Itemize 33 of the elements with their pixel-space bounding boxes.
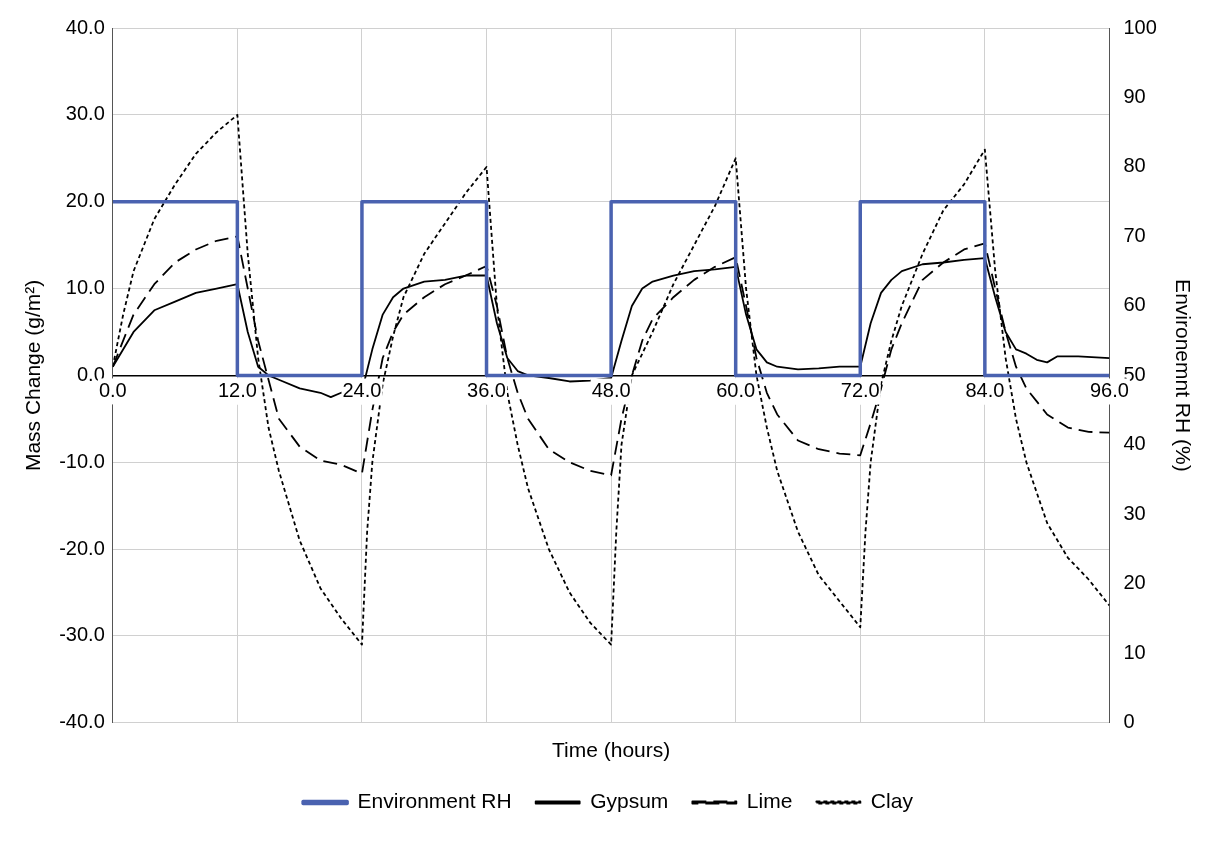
y2-tick-label: 40 bbox=[1123, 432, 1146, 455]
x-tick-label: 96.0 bbox=[1089, 378, 1129, 401]
y-tick-label: 20.0 bbox=[65, 189, 105, 212]
x-axis-title: Time (hours) bbox=[551, 738, 671, 762]
y2-tick-label: 90 bbox=[1123, 85, 1146, 107]
y2-tick-label: 80 bbox=[1123, 154, 1146, 177]
y-tick-label: -10.0 bbox=[59, 449, 105, 472]
y-tick-label: -20.0 bbox=[59, 536, 105, 559]
x-tick-label: 36.0 bbox=[467, 378, 506, 401]
legend-label: Environment RH bbox=[357, 789, 512, 813]
y-tick-label: 40.0 bbox=[65, 15, 105, 38]
y-tick-label: -40.0 bbox=[59, 710, 105, 733]
x-tick-label: 72.0 bbox=[840, 378, 880, 401]
legend-label: Lime bbox=[746, 789, 793, 813]
y2-axis-title: Environemnt RH (%) bbox=[1171, 279, 1195, 472]
y2-tick-label: 20 bbox=[1123, 571, 1146, 594]
y-axis-title: Mass Change (g/m²) bbox=[21, 279, 45, 472]
y2-tick-label: 60 bbox=[1123, 293, 1146, 316]
y2-tick-label: 10 bbox=[1123, 640, 1146, 663]
x-tick-label: 48.0 bbox=[591, 378, 631, 401]
y2-tick-label: 30 bbox=[1123, 501, 1146, 524]
x-tick-label: 60.0 bbox=[716, 378, 756, 401]
y2-tick-label: 0 bbox=[1123, 710, 1135, 733]
y-tick-label: -30.0 bbox=[59, 623, 105, 646]
y-tick-label: 10.0 bbox=[65, 276, 105, 299]
legend-label: Gypsum bbox=[590, 789, 669, 813]
y2-tick-label: 100 bbox=[1123, 15, 1157, 38]
x-tick-label: 12.0 bbox=[217, 378, 257, 401]
y-tick-label: 30.0 bbox=[65, 102, 105, 125]
y2-tick-label: 70 bbox=[1123, 223, 1146, 246]
legend-label: Clay bbox=[870, 789, 914, 813]
x-tick-label: 0.0 bbox=[98, 378, 127, 401]
x-tick-label: 84.0 bbox=[965, 378, 1005, 401]
